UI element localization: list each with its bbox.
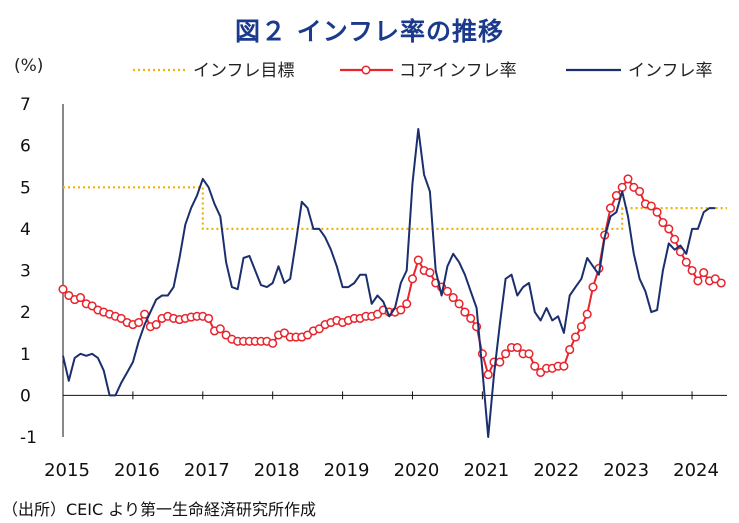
x-tick-label: 2021 bbox=[463, 460, 509, 481]
x-tick-label: 2018 bbox=[254, 460, 300, 481]
y-tick-label: -1 bbox=[20, 428, 37, 448]
x-tick-label: 2024 bbox=[673, 460, 719, 481]
series-point-1 bbox=[413, 255, 423, 265]
series-point-1 bbox=[617, 182, 627, 192]
y-axis-unit-label: (%) bbox=[14, 56, 44, 76]
y-tick-label: 4 bbox=[20, 220, 31, 240]
series-point-1 bbox=[716, 278, 726, 288]
x-tick-label: 2019 bbox=[324, 460, 370, 481]
series-point-1 bbox=[495, 357, 505, 367]
series-point-1 bbox=[611, 191, 621, 201]
series-point-1 bbox=[151, 320, 161, 330]
series-point-1 bbox=[576, 322, 586, 332]
series-point-1 bbox=[530, 361, 540, 371]
y-tick-label: 6 bbox=[20, 137, 31, 157]
series-line-0 bbox=[63, 186, 727, 230]
series-point-1 bbox=[204, 313, 214, 323]
y-tick-label: 2 bbox=[20, 303, 31, 323]
legend-label-core-inflation: コアインフレ率 bbox=[399, 61, 517, 81]
series-point-1 bbox=[605, 203, 616, 213]
x-tick-label: 2023 bbox=[603, 460, 649, 481]
series-point-1 bbox=[710, 274, 720, 284]
series-point-1 bbox=[512, 342, 522, 353]
series-point-1 bbox=[442, 286, 452, 296]
series-point-1 bbox=[402, 299, 412, 309]
series-point-1 bbox=[582, 309, 592, 319]
legend-marker-core-inflation bbox=[361, 65, 371, 75]
y-tick-label: 5 bbox=[20, 178, 31, 198]
series-point-1 bbox=[646, 201, 656, 211]
legend: インフレ目標 コアインフレ率 インフレ率 bbox=[133, 61, 713, 81]
series-point-1 bbox=[588, 282, 598, 292]
x-tick-label: 2015 bbox=[44, 460, 90, 481]
series-point-1 bbox=[565, 345, 575, 355]
series-point-1 bbox=[116, 313, 126, 323]
series-point-1 bbox=[483, 370, 493, 380]
series-point-1 bbox=[407, 274, 418, 284]
y-tick-label: 3 bbox=[20, 262, 31, 282]
x-tick-label: 2020 bbox=[394, 460, 440, 481]
y-tick-label: 1 bbox=[20, 345, 31, 365]
legend-label-inflation-target: インフレ目標 bbox=[193, 61, 295, 81]
chart-title: 図２ インフレ率の推移 bbox=[235, 17, 504, 46]
series-point-1 bbox=[623, 174, 633, 184]
series-point-1 bbox=[570, 332, 581, 342]
series-point-1 bbox=[693, 276, 703, 286]
series-point-1 bbox=[559, 361, 569, 371]
series-point-1 bbox=[670, 234, 680, 244]
source-note: （出所）CEIC より第一生命経済研究所作成 bbox=[2, 500, 316, 519]
series-point-1 bbox=[658, 218, 668, 228]
x-tick-label: 2016 bbox=[114, 460, 160, 481]
series-point-1 bbox=[64, 290, 74, 301]
y-tick-label: 7 bbox=[20, 95, 31, 115]
series-point-1 bbox=[635, 186, 645, 196]
series-line-2 bbox=[62, 128, 716, 438]
x-tick-label: 2017 bbox=[184, 460, 230, 481]
series-point-1 bbox=[664, 224, 674, 234]
series-point-1 bbox=[524, 349, 534, 359]
series-point-1 bbox=[536, 367, 546, 378]
series-point-1 bbox=[75, 293, 86, 303]
series-point-1 bbox=[699, 268, 709, 278]
series-point-1 bbox=[652, 207, 662, 217]
series-point-1 bbox=[215, 324, 225, 334]
series-point-1 bbox=[425, 268, 435, 278]
y-tick-label: 0 bbox=[20, 386, 31, 406]
series-point-1 bbox=[681, 257, 691, 267]
series-point-1 bbox=[687, 265, 697, 276]
series-point-1 bbox=[460, 307, 470, 317]
x-tick-label: 2022 bbox=[533, 460, 579, 481]
series-layer bbox=[58, 128, 727, 438]
series-point-1 bbox=[466, 313, 476, 323]
series-point-1 bbox=[134, 317, 144, 328]
legend-label-inflation-rate: インフレ率 bbox=[628, 61, 713, 81]
series-point-1 bbox=[58, 284, 68, 294]
series-point-1 bbox=[268, 338, 278, 348]
series-point-1 bbox=[448, 293, 458, 303]
series-point-1 bbox=[396, 305, 406, 315]
axes: -1 0 1 2 3 4 5 6 7 2015 2016 2017 2018 2019 2020 2021 20… bbox=[20, 95, 727, 481]
series-point-1 bbox=[501, 349, 511, 359]
series-point-1 bbox=[454, 299, 464, 309]
